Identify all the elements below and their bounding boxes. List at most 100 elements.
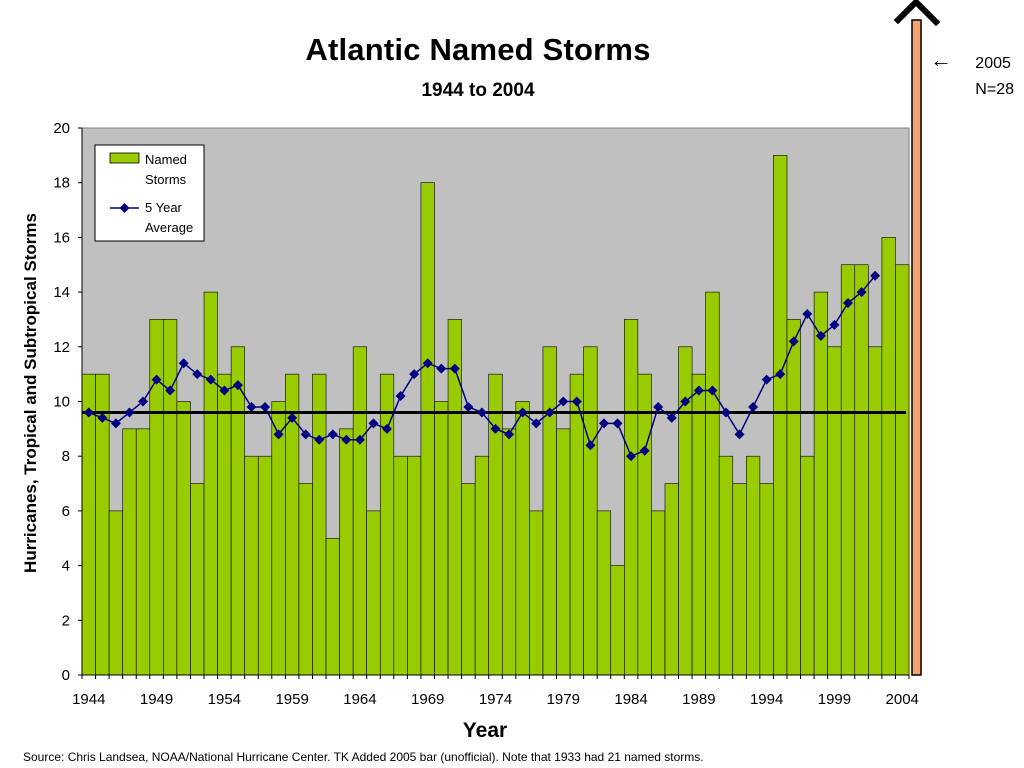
- y-tick-label: 8: [62, 448, 70, 465]
- bar-1997: [800, 455, 815, 676]
- average-point-1963: [341, 434, 352, 445]
- x-tick-label: 1994: [750, 691, 783, 708]
- x-tick-label: 1944: [72, 691, 105, 708]
- bar-1982: [596, 510, 612, 676]
- annotation-year: 2005: [975, 55, 1011, 72]
- average-point-1968: [409, 369, 420, 380]
- bar-1960: [298, 483, 313, 676]
- bar-1961: [312, 373, 327, 676]
- bar-1988: [678, 346, 693, 676]
- y-tick-label: 16: [53, 229, 70, 246]
- bar-1965: [366, 510, 381, 676]
- bar-1969: [420, 182, 435, 676]
- average-point-1952: [192, 369, 203, 380]
- average-point-1983: [612, 418, 623, 429]
- bar-1986: [651, 510, 666, 676]
- bar-2002: [868, 346, 883, 676]
- average-point-1985: [639, 445, 650, 456]
- bar-1976: [515, 401, 530, 676]
- average-point-1957: [260, 401, 271, 412]
- average-point-1980: [571, 396, 582, 407]
- bar-1955: [230, 346, 245, 676]
- bar-1967: [393, 455, 408, 676]
- y-tick-label: 20: [53, 120, 70, 137]
- x-tick-label: 1969: [411, 691, 444, 708]
- x-tick-label: 1954: [208, 691, 241, 708]
- bar-1972: [461, 483, 476, 676]
- legend-label-average: 5 Year: [145, 200, 183, 215]
- bar-1963: [339, 428, 354, 676]
- x-tick-label: 2004: [886, 691, 919, 708]
- average-point-1979: [558, 396, 569, 407]
- average-point-1945: [97, 412, 108, 423]
- average-point-1974: [490, 423, 501, 434]
- bar-1970: [434, 401, 449, 676]
- x-tick-label: 1949: [140, 691, 173, 708]
- legend-bar-swatch: [109, 152, 140, 164]
- average-point-1947: [124, 407, 135, 418]
- legend: Named Storms 5 Year Average: [94, 144, 205, 242]
- y-tick-label: 0: [62, 667, 70, 684]
- average-point-1958: [273, 429, 284, 440]
- x-tick-label: 1979: [547, 691, 580, 708]
- bar-1985: [637, 373, 652, 676]
- average-point-2001: [856, 287, 867, 298]
- average-point-1998: [815, 330, 826, 341]
- average-point-1977: [531, 418, 542, 429]
- average-point-1972: [463, 401, 474, 412]
- bar-1949: [149, 319, 164, 676]
- bar-1977: [529, 510, 544, 676]
- bar-1979: [556, 428, 571, 676]
- bar-1994: [759, 483, 774, 676]
- bar-1958: [271, 401, 286, 676]
- bar-2003: [881, 237, 896, 676]
- bar-1953: [203, 291, 218, 676]
- bar-2005-added: [911, 19, 922, 676]
- average-point-1969: [422, 358, 433, 369]
- bar-1991: [718, 455, 734, 676]
- y-tick-label: 10: [53, 394, 70, 411]
- legend-label-average-2: Average: [145, 220, 193, 235]
- x-tick-label: 1964: [343, 691, 376, 708]
- average-point-1986: [653, 401, 664, 412]
- average-point-1999: [829, 319, 840, 330]
- y-tick-label: 14: [53, 284, 70, 301]
- average-point-1967: [395, 391, 406, 402]
- average-point-1975: [504, 429, 515, 440]
- bar-1973: [474, 455, 490, 676]
- x-tick-label: 1989: [682, 691, 715, 708]
- bar-1990: [705, 291, 720, 676]
- x-tick-label: 1974: [479, 691, 512, 708]
- average-point-1991: [720, 407, 731, 418]
- bar-1952: [190, 483, 205, 676]
- average-point-1994: [761, 374, 772, 385]
- annotation-count: N=28: [975, 81, 1014, 98]
- x-axis-label: Year: [462, 719, 508, 742]
- bar-1947: [122, 428, 137, 676]
- average-point-1956: [246, 401, 257, 412]
- annotation-arrow-icon: ←: [930, 47, 952, 72]
- average-point-1978: [544, 407, 555, 418]
- average-point-1993: [748, 401, 759, 412]
- bar-1944: [81, 373, 96, 676]
- bar-1950: [163, 319, 178, 676]
- legend-label-bars: Named: [145, 152, 187, 167]
- bar-1954: [217, 373, 232, 676]
- bar-1951: [176, 401, 191, 676]
- average-point-1948: [138, 396, 149, 407]
- bar-1984: [623, 319, 639, 676]
- bar-1989: [691, 373, 706, 676]
- average-point-1987: [666, 412, 677, 423]
- y-tick-label: 6: [62, 503, 70, 520]
- bar-1957: [257, 455, 273, 676]
- average-point-1955: [232, 380, 243, 391]
- arrowhead-icon: [893, 0, 941, 27]
- y-tick-label: 18: [53, 175, 70, 192]
- average-point-1954: [219, 385, 230, 396]
- average-point-1946: [110, 418, 121, 429]
- bar-1983: [610, 565, 625, 676]
- chart-subtitle: 1944 to 2004: [421, 80, 535, 101]
- average-point-1984: [626, 451, 637, 462]
- bar-1948: [135, 428, 151, 676]
- average-point-1971: [449, 363, 460, 374]
